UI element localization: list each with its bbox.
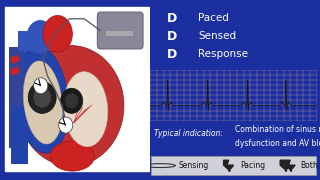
Text: Pacing: Pacing (240, 161, 265, 170)
Text: dysfunction and AV block: dysfunction and AV block (235, 140, 320, 148)
Ellipse shape (23, 61, 63, 144)
Circle shape (34, 78, 48, 94)
Bar (10, 55, 20, 64)
Polygon shape (280, 160, 290, 171)
Text: Sensed: Sensed (198, 31, 236, 41)
Ellipse shape (18, 46, 124, 166)
Text: D: D (167, 48, 178, 60)
Text: Combination of sinus node: Combination of sinus node (235, 125, 320, 134)
Bar (11, 106, 28, 165)
Circle shape (65, 93, 78, 108)
Text: Response: Response (198, 49, 248, 59)
FancyBboxPatch shape (97, 12, 143, 49)
Text: D: D (167, 12, 178, 24)
Circle shape (60, 88, 83, 113)
Text: Sensing: Sensing (179, 161, 209, 170)
Bar (10, 66, 20, 76)
Ellipse shape (50, 141, 94, 171)
Polygon shape (224, 160, 234, 171)
Text: Both: Both (300, 161, 318, 170)
FancyBboxPatch shape (151, 156, 316, 175)
Text: Typical indication:: Typical indication: (154, 129, 223, 138)
Circle shape (33, 87, 51, 107)
Circle shape (28, 82, 56, 113)
Bar (9, 47, 24, 148)
Ellipse shape (27, 21, 53, 54)
Text: D: D (167, 30, 178, 42)
Text: Paced: Paced (198, 13, 229, 23)
Circle shape (59, 117, 73, 133)
FancyBboxPatch shape (5, 7, 149, 171)
Ellipse shape (14, 45, 68, 153)
Ellipse shape (63, 72, 108, 147)
Ellipse shape (43, 15, 72, 52)
Bar (18, 30, 44, 51)
Polygon shape (285, 160, 295, 171)
Bar (106, 30, 133, 35)
